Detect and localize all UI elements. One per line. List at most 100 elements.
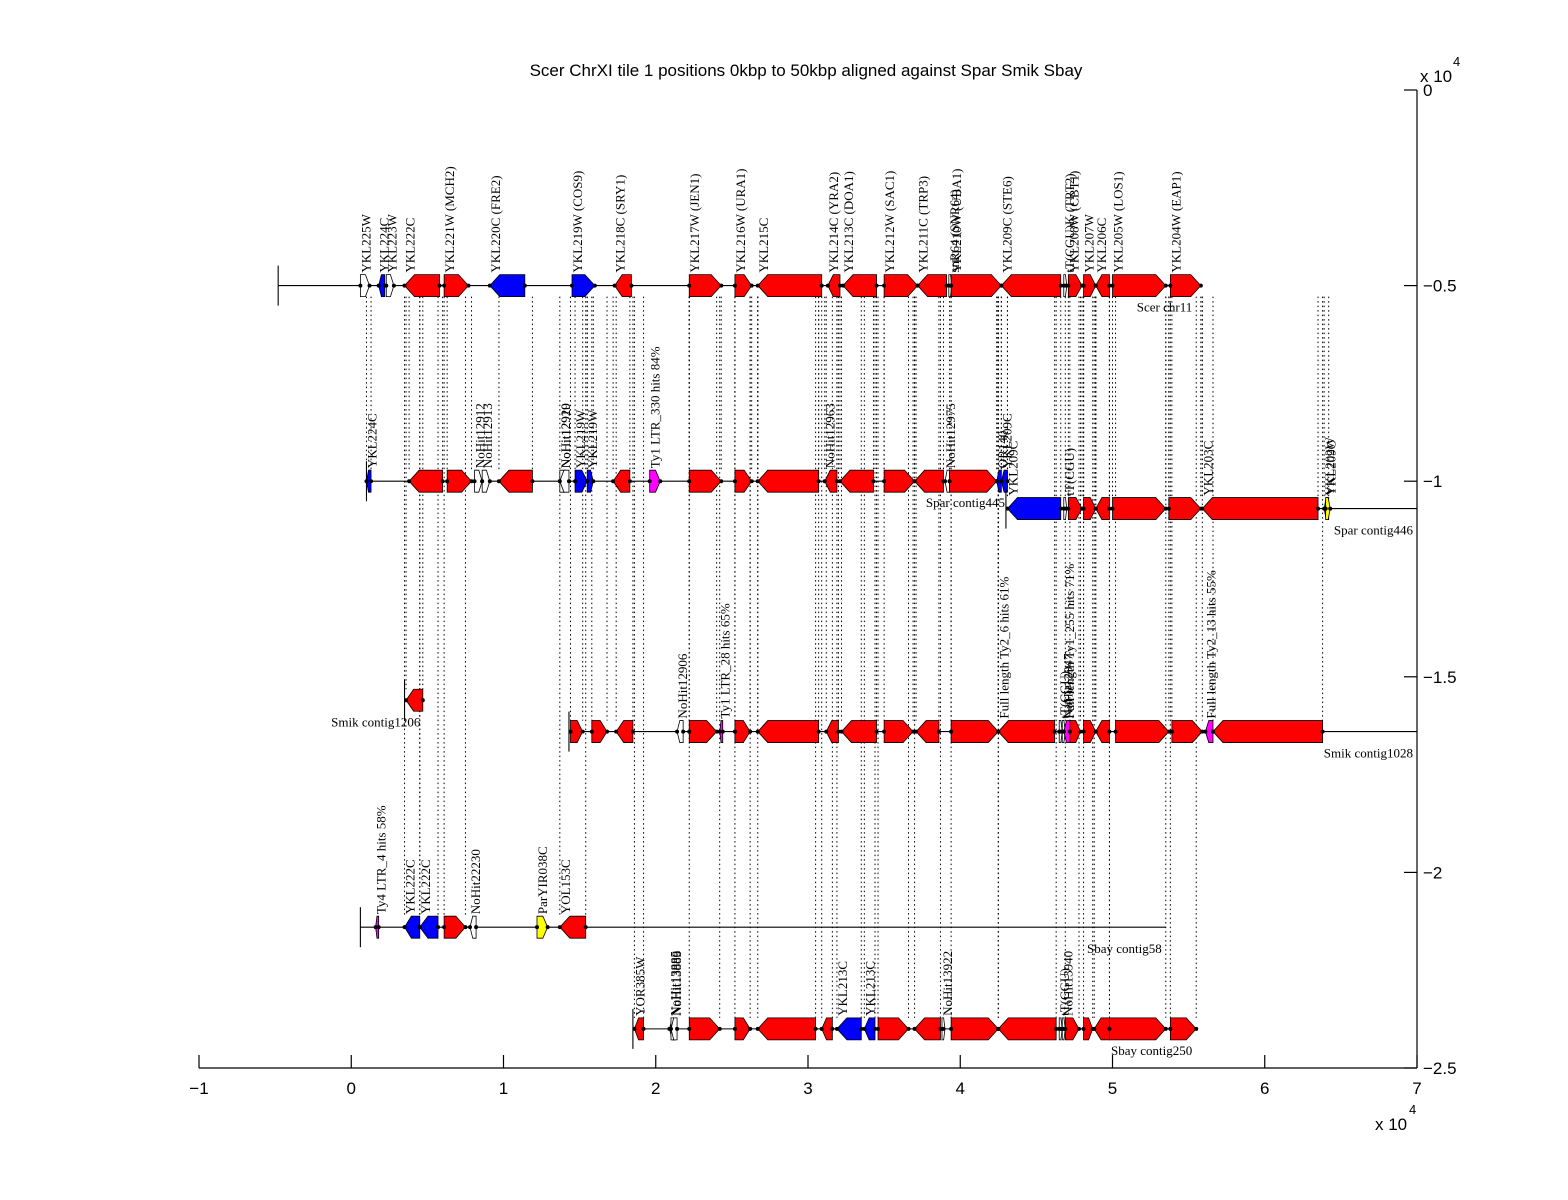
gene-start-dot [755,1026,760,1031]
gene-end-dot [906,1026,911,1031]
gene-arrow [1093,1017,1110,1041]
gene-label: YKL206C [1094,218,1109,273]
gene-arrow [1000,469,1008,493]
gene-start-dot [1063,1026,1068,1031]
gene-arrow [950,720,999,743]
gene-start-dot [487,283,492,288]
gene-end-dot [566,479,571,484]
gene-arrow [443,274,470,297]
gene-label: snR64 (SNR64) [947,189,962,272]
contig-label: Smik contig1206 [331,714,421,729]
gene-start-dot [1081,506,1086,511]
gene-label: OR140 [995,431,1010,469]
gene-label: YKL202W [1322,436,1337,495]
y-tick-label: −2 [1423,863,1442,882]
gene-arrow [915,720,940,743]
gene-arrow [688,469,722,493]
gene-label: tT(CGU) [1057,968,1072,1016]
gene-arrow [757,1017,817,1041]
gene-start-dot [358,283,363,288]
gene-arrow [1325,497,1331,520]
gene-end-dot [859,1026,864,1031]
gene-start-dot [949,1026,954,1031]
gene-start-dot [1067,729,1072,734]
gene-start-dot [996,729,1001,734]
gene-arrow [688,1017,721,1041]
gene-label: Full length Ty2_13 hits 55% [1203,570,1218,719]
gene-start-dot [949,283,954,288]
gene-end-dot [474,925,479,930]
gene-label: NoHit12912 [473,403,488,468]
gene-label: tT(CGU) [1057,671,1072,719]
x-exponent-label: x 10 [1375,1115,1407,1134]
gene-end-dot [1320,729,1325,734]
x-tick-label: 1 [499,1079,508,1098]
gene-end-dot [748,729,753,734]
contig-label: Spar contig446 [1334,523,1414,538]
gene-arrow [1171,720,1203,743]
gene-start-dot [947,479,952,484]
track-spar-contig446: YKL209C tT(CGU) YKL203C YKL202WYKL209CSpar … [1005,436,1417,538]
gene-end-dot [463,925,468,930]
gene-end-dot [720,729,725,734]
gene-start-dot [825,283,830,288]
gene-arrow [404,915,421,939]
x-tick-label: 0 [347,1079,356,1098]
gene-end-dot [487,479,492,484]
gene-arrow [615,720,634,743]
gene-label: YKL220C (FRE2) [488,175,503,272]
gene-end-dot [1005,479,1010,484]
x-tick-label: −1 [189,1079,208,1098]
gene-label: YKL203C [1200,441,1215,496]
gene-end-dot [941,1026,946,1031]
gene-label: YOL153C [558,859,573,914]
gene-start-dot [402,925,407,930]
gene-start-dot [755,283,760,288]
gene-start-dot [442,283,447,288]
gene-start-dot [611,479,616,484]
gene-end-dot [1077,1026,1082,1031]
gene-start-dot [1081,283,1086,288]
gene-arrow [757,720,820,743]
gene-start-dot [687,283,692,288]
gene-start-dot [914,729,919,734]
gene-label: YKL209C (STE6) [999,176,1014,272]
gene-arrow [591,720,608,743]
gene-label: YKL213C (DOA1) [841,171,856,272]
gene-start-dot [417,925,422,930]
gene-end-dot [874,283,879,288]
x-tick-label: 6 [1260,1079,1269,1098]
gene-arrow [825,720,839,743]
gene-end-dot [469,479,474,484]
gene-start-dot [1081,729,1086,734]
gene-label: YKL219W [585,409,600,468]
gene-label: NoHit12920 [558,403,573,468]
gene-label: NoHit13889 [669,951,684,1016]
gene-arrow [378,274,386,297]
gene-arrow [1168,497,1202,520]
gene-start-dot [442,925,447,930]
gene-start-dot [837,479,842,484]
gene-start-dot [1061,729,1066,734]
gene-start-dot [732,479,737,484]
gene-start-dot [687,479,692,484]
gene-arrow [559,469,570,493]
y-tick-label: −1 [1423,472,1442,491]
gene-start-dot [573,479,578,484]
gene-arrow [574,469,588,493]
gene-end-dot [1063,506,1068,511]
gene-arrow [821,1017,833,1041]
gene-start-dot [376,283,381,288]
gene-arrow [914,469,944,493]
contig-label: Sbay contig58 [1087,941,1162,956]
gene-end-dot [1054,1026,1059,1031]
gene-end-dot [1078,729,1083,734]
gene-arrow [734,274,753,297]
gene-start-dot [589,729,594,734]
gene-end-dot [1052,729,1057,734]
gene-arrow [1115,720,1170,743]
gene-end-dot [437,283,442,288]
gene-end-dot [591,479,596,484]
